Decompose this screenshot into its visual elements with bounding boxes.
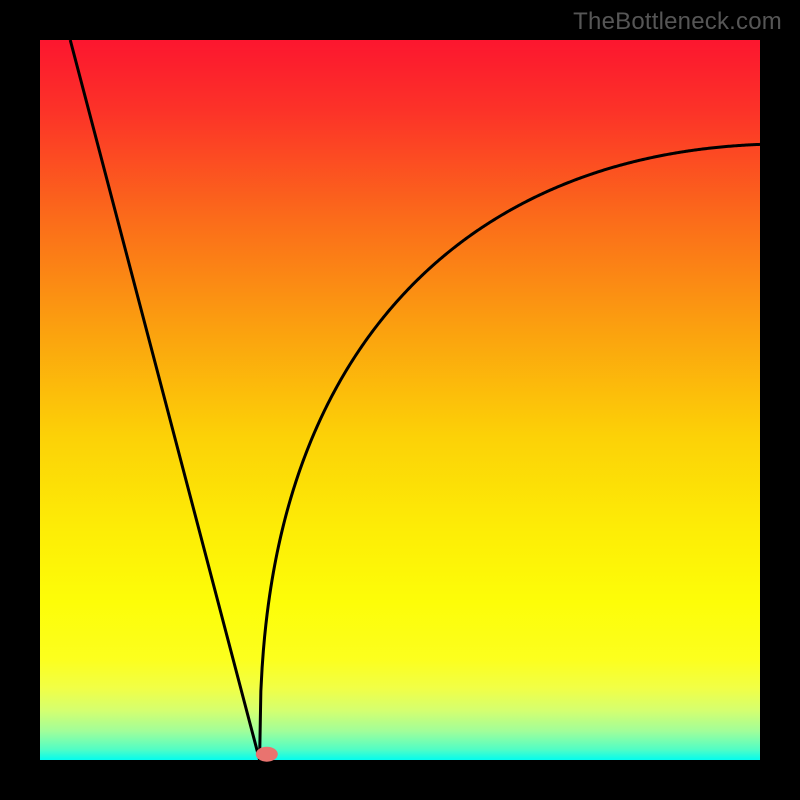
gradient-background <box>40 40 760 760</box>
bottleneck-chart <box>0 0 800 800</box>
chart-container: TheBottleneck.com <box>0 0 800 800</box>
optimal-marker <box>256 747 278 762</box>
watermark-text: TheBottleneck.com <box>573 8 782 36</box>
